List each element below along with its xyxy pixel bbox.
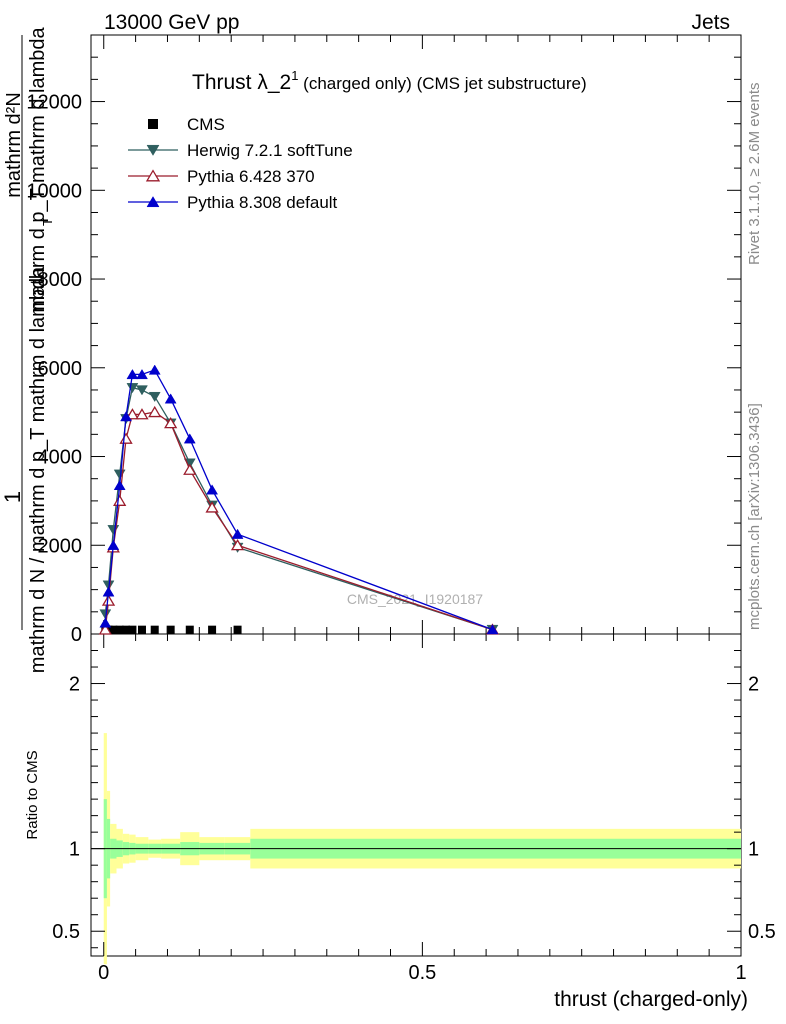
rivet-label: Rivet 3.1.10, ≥ 2.6M events: [746, 83, 763, 266]
data-point: [183, 433, 196, 444]
y-tick-label: 10000: [26, 180, 82, 202]
x-tick-label: 0: [98, 962, 109, 984]
y-axis-label-den: mathrm d N / mathrm d p_T mathrm d lambd…: [27, 266, 49, 673]
y-tick-label: 6000: [38, 358, 83, 380]
ratio-tick-label-left: 1: [69, 839, 80, 861]
data-point: [115, 625, 124, 634]
legend-marker: [145, 169, 161, 182]
data-point: [164, 417, 178, 429]
chart-title-main: Thrust λ_2: [192, 71, 291, 94]
y-tick-label: 4000: [38, 447, 83, 469]
data-point: [101, 594, 116, 606]
data-point: [128, 625, 137, 634]
data-point: [208, 625, 217, 634]
data-point: [206, 484, 219, 495]
data-point: [148, 364, 161, 375]
data-point: [185, 625, 194, 634]
header-right: Jets: [691, 11, 730, 34]
data-point: [148, 405, 162, 418]
data-point: [99, 617, 112, 628]
legend-label: Herwig 7.2.1 softTune: [187, 141, 353, 160]
y-tick-label: 12000: [26, 92, 82, 114]
data-point: [136, 368, 148, 380]
data-point: [137, 625, 146, 634]
data-point: [136, 385, 148, 396]
data-point: [120, 411, 132, 422]
series-3: [99, 364, 499, 635]
series-0: [101, 625, 242, 634]
ratio-tick-label-left: 0.5: [52, 921, 80, 943]
data-point: [102, 586, 115, 597]
y-tick-label: 2000: [38, 535, 83, 557]
chart-title-sub: (charged only) (CMS jet substructure): [298, 74, 586, 93]
data-point: [122, 625, 131, 634]
x-tick-label: 0.5: [408, 962, 436, 984]
legend-marker: [148, 119, 158, 129]
data-point: [148, 391, 161, 403]
data-point: [233, 625, 242, 634]
data-point: [107, 525, 120, 536]
legend-marker: [146, 144, 160, 156]
data-point: [135, 408, 149, 420]
chart-title: Thrust λ_21 (charged only) (CMS jet subs…: [192, 68, 587, 94]
data-point: [486, 624, 499, 635]
legend-label: CMS: [187, 115, 225, 134]
y-axis-label-num-1: mathrm d²N: [3, 92, 25, 198]
y-axis-label-top: 1: [0, 491, 25, 503]
data-point: [125, 408, 140, 420]
data-point: [205, 501, 219, 513]
y-tick-label: 0: [71, 624, 82, 646]
header-left: 13000 GeV pp: [104, 11, 239, 34]
data-point: [99, 609, 112, 620]
data-point: [113, 469, 126, 480]
ratio-tick-label-left: 2: [69, 674, 80, 696]
ratio-tick-label-right: 0.5: [748, 921, 776, 943]
legend-label: Pythia 8.308 default: [187, 193, 338, 212]
data-point: [150, 625, 159, 634]
legend: CMS Herwig 7.2.1 softTune Pythia 6.428 370…: [128, 115, 353, 212]
y-tick-label: 8000: [38, 269, 83, 291]
series-layer: [98, 364, 500, 636]
y-axis-label: 1 mathrm d²N mathrm d p_T mathrm d lambd…: [0, 26, 55, 673]
x-tick-labels: 0 0.5 1: [98, 962, 746, 984]
data-point: [126, 368, 139, 380]
data-point: [119, 432, 133, 444]
data-point: [98, 623, 112, 635]
data-point: [107, 539, 120, 550]
data-point: [113, 494, 127, 506]
x-axis-label: thrust (charged-only): [554, 988, 748, 1011]
mcplots-label: mcplots.cern.ch [arXiv:1306.3436]: [746, 403, 763, 630]
data-point: [230, 539, 245, 551]
data-point: [113, 479, 126, 491]
x-tick-label: 1: [735, 962, 746, 984]
ratio-tick-label-right: 1: [748, 839, 759, 861]
ratio-panel-frame: [90, 633, 742, 957]
data-point: [164, 393, 177, 404]
ratio-y-axis-label: Ratio to CMS: [24, 750, 41, 839]
data-point: [109, 625, 118, 634]
data-point: [231, 528, 244, 539]
legend-label: Pythia 6.428 370: [187, 167, 315, 186]
y-tick-labels: 0 2000 4000 6000 8000 10000 12000: [26, 92, 82, 646]
y-axis-label-sub-t: T: [40, 218, 55, 226]
analysis-watermark: CMS_2021_I1920187: [347, 591, 483, 607]
ratio-tick-labels: 0.5 0.5 1 1 2 2: [52, 674, 776, 944]
ratio-tick-label-right: 2: [748, 674, 759, 696]
axis-ticks: [91, 34, 742, 956]
data-point: [126, 383, 139, 394]
data-point: [183, 463, 197, 475]
y-axis-label-num-2: mathrm d p_T mathrm d lambda: [27, 26, 49, 312]
data-point: [166, 625, 175, 634]
chart-title-sup: 1: [291, 68, 298, 83]
legend-marker: [146, 196, 160, 208]
